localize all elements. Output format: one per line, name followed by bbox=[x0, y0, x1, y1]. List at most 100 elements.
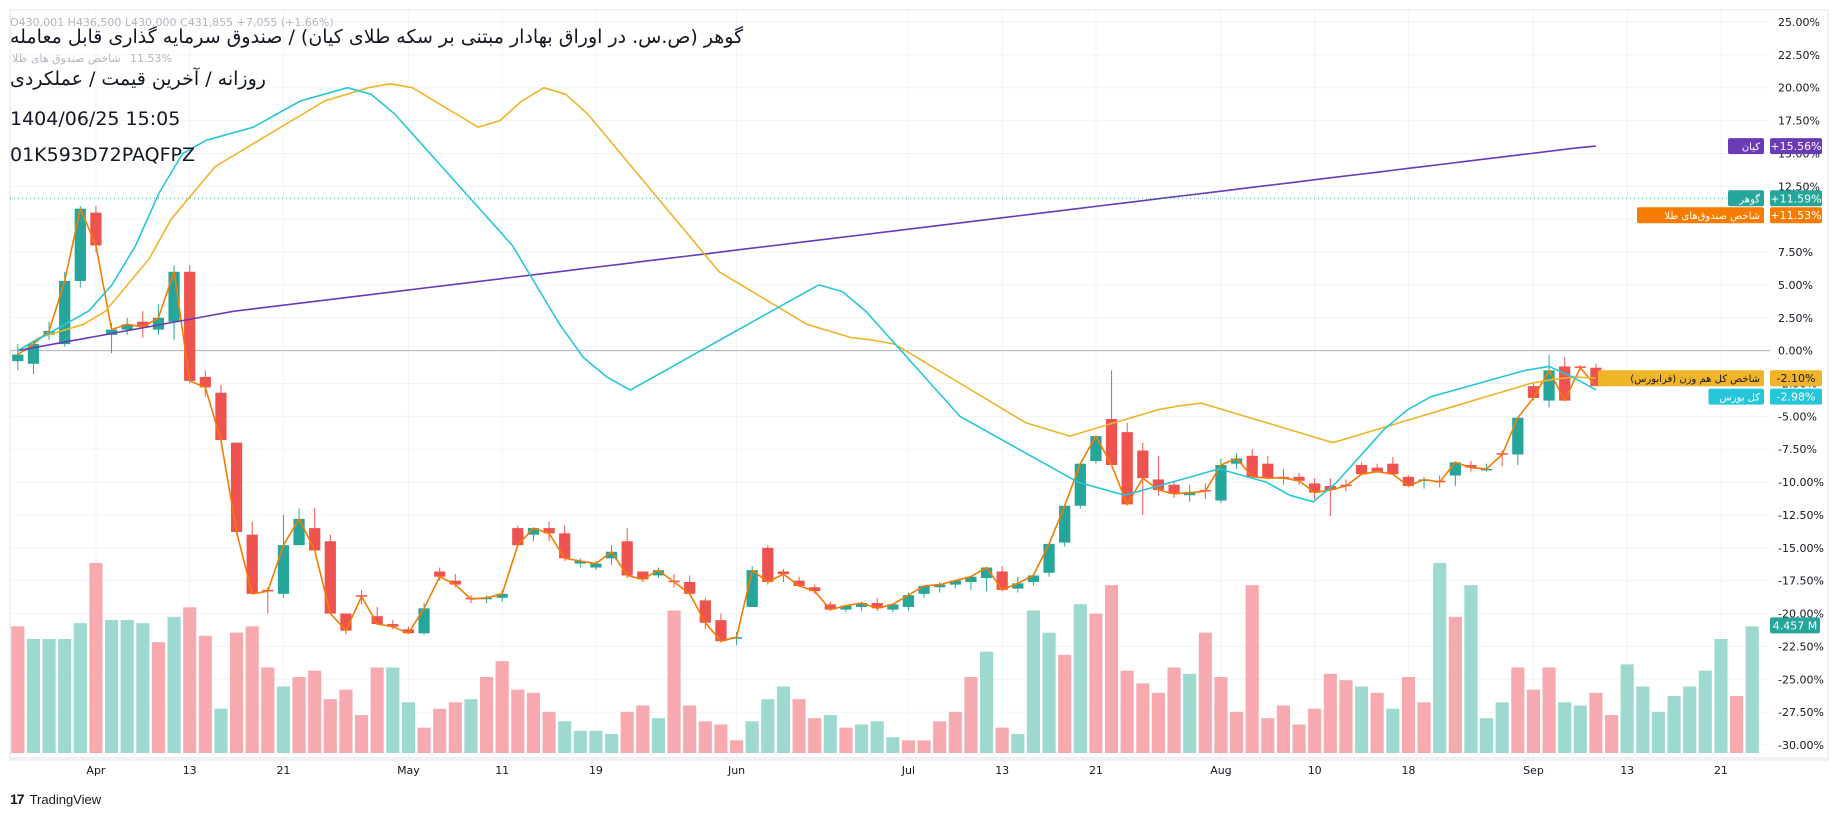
series-name-label: شاخص صندوق‌های طلا bbox=[1664, 211, 1760, 222]
candle-body bbox=[1590, 367, 1602, 387]
volume-bar bbox=[417, 727, 431, 753]
candle-body bbox=[559, 533, 571, 559]
candle-body bbox=[684, 581, 696, 594]
candle-body bbox=[152, 317, 165, 330]
x-tick-label: 11 bbox=[495, 764, 509, 777]
candle-body bbox=[324, 541, 336, 614]
volume-bar bbox=[292, 677, 306, 753]
chart-datetime: 1404/06/25 15:05 bbox=[10, 108, 181, 130]
chart-title: گوهر (ص.س. در اوراق بهادار مبتنی بر سکه … bbox=[10, 26, 744, 48]
candle-body bbox=[1230, 458, 1243, 464]
candle-body bbox=[824, 604, 836, 610]
candle-body bbox=[1168, 484, 1180, 494]
series-name-label: کیان bbox=[1742, 142, 1760, 153]
candle-body bbox=[402, 629, 415, 634]
volume-bar bbox=[323, 699, 337, 753]
volume-bar bbox=[261, 667, 275, 753]
candle-body bbox=[1059, 505, 1071, 543]
candle-body bbox=[840, 605, 852, 610]
volume-bar bbox=[1573, 705, 1587, 753]
candle-body bbox=[715, 620, 727, 642]
candle-body bbox=[1090, 436, 1102, 462]
candle-body bbox=[1105, 418, 1118, 466]
candle-body bbox=[1371, 467, 1383, 472]
y-tick-label: 12.50% bbox=[1778, 180, 1820, 193]
volume-bar bbox=[1323, 673, 1337, 753]
volume-bar bbox=[683, 705, 697, 753]
candle-body bbox=[371, 616, 383, 625]
candle-body bbox=[1309, 483, 1321, 493]
series-value-tag bbox=[1770, 138, 1822, 155]
x-tick-label: 21 bbox=[1714, 764, 1728, 777]
volume-bar bbox=[339, 689, 353, 753]
x-tick-label: 21 bbox=[276, 764, 290, 777]
series-name-tag bbox=[1598, 370, 1764, 387]
volume-bar bbox=[1308, 708, 1322, 753]
candle-body bbox=[1074, 463, 1086, 506]
candle-body bbox=[934, 584, 946, 588]
candle-body bbox=[855, 603, 868, 607]
y-tick-label: 5.00% bbox=[1778, 279, 1813, 292]
series-name-tag bbox=[1708, 388, 1764, 405]
volume-bar bbox=[1714, 639, 1728, 753]
volume-bar bbox=[1464, 585, 1478, 753]
volume-bar bbox=[1026, 610, 1040, 753]
volume-bar bbox=[1214, 677, 1228, 753]
volume-bar bbox=[464, 699, 478, 753]
y-tick-label: 2.50% bbox=[1778, 312, 1813, 325]
series-value-tag bbox=[1770, 207, 1822, 224]
tradingview-brand[interactable]: 17 TradingView bbox=[10, 791, 101, 807]
volume-bar bbox=[1230, 711, 1244, 753]
volume-bar bbox=[1433, 563, 1447, 753]
volume-bar bbox=[448, 702, 462, 753]
candle-body bbox=[949, 580, 961, 585]
candle-body bbox=[1449, 462, 1461, 476]
volume-bar bbox=[1495, 702, 1509, 753]
volume-bar bbox=[1667, 696, 1681, 753]
volume-bar bbox=[151, 642, 165, 753]
candle-body bbox=[90, 212, 102, 246]
y-tick-label: -10.00% bbox=[1778, 476, 1824, 489]
volume-bar bbox=[58, 639, 72, 753]
y-tick-label: -30.00% bbox=[1778, 739, 1824, 752]
candle-body bbox=[1027, 575, 1040, 582]
candle-body bbox=[496, 593, 508, 598]
volume-bar bbox=[1417, 702, 1431, 753]
candle-body bbox=[1121, 432, 1133, 505]
candle-body bbox=[871, 603, 883, 609]
candle-body bbox=[621, 541, 633, 576]
x-tick-label: 10 bbox=[1308, 764, 1322, 777]
series-line-2 bbox=[17, 83, 1596, 444]
y-tick-label: 25.00% bbox=[1778, 16, 1820, 29]
volume-bar bbox=[276, 686, 290, 753]
candle-body bbox=[27, 344, 40, 364]
volume-value-tag bbox=[1770, 617, 1820, 634]
volume-bar bbox=[620, 711, 634, 753]
volume-bar bbox=[183, 607, 197, 753]
candle-body bbox=[74, 208, 86, 281]
volume-bar bbox=[495, 661, 509, 753]
y-tick-label: 17.50% bbox=[1778, 115, 1820, 128]
y-tick-label: -17.50% bbox=[1778, 575, 1824, 588]
candle-body bbox=[105, 329, 118, 335]
volume-bar bbox=[308, 670, 322, 753]
tradingview-logo-icon: 17 bbox=[10, 791, 25, 807]
volume-bar bbox=[1526, 689, 1540, 753]
volume-bar bbox=[136, 623, 150, 753]
candle-body bbox=[809, 587, 821, 592]
volume-bar bbox=[1620, 664, 1634, 753]
series-value-label: +11.53% bbox=[1770, 209, 1821, 222]
volume-bar bbox=[89, 563, 103, 753]
volume-bar bbox=[386, 667, 400, 753]
candle-body bbox=[1559, 366, 1571, 401]
series-line-0 bbox=[17, 207, 1597, 643]
series-value-tag bbox=[1770, 370, 1822, 387]
volume-bar bbox=[855, 724, 869, 753]
volume-bar bbox=[245, 626, 259, 753]
volume-bar bbox=[589, 730, 603, 753]
candle-body bbox=[1402, 476, 1415, 487]
x-tick-label: Apr bbox=[86, 764, 106, 777]
volume-bar bbox=[558, 721, 572, 753]
candle-body bbox=[387, 624, 399, 627]
